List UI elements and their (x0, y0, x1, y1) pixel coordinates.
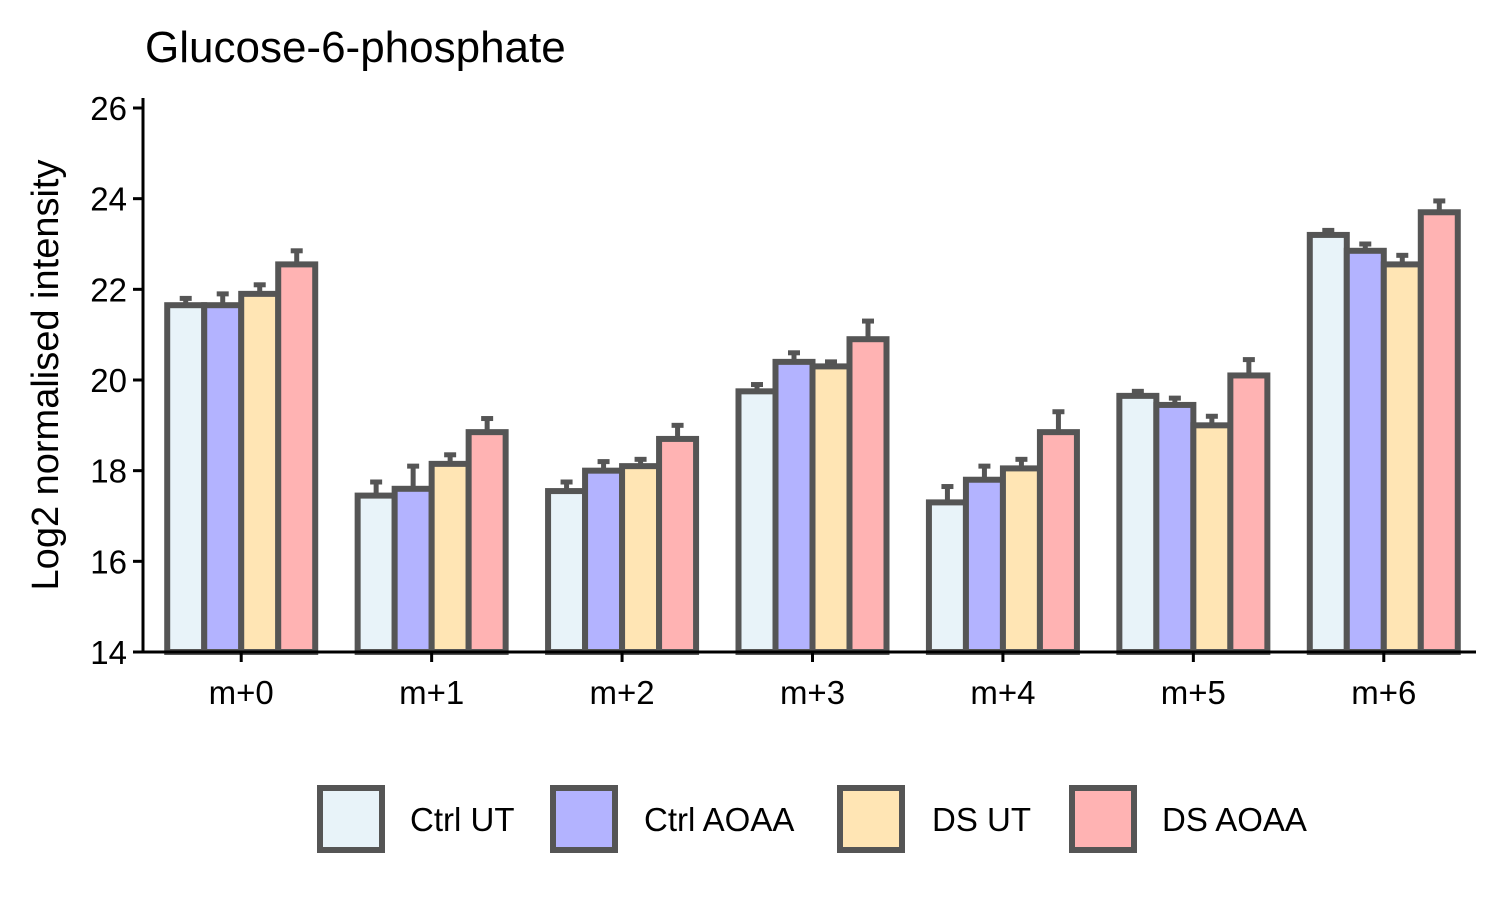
error-bar-m+1-ctrl-ut (370, 479, 383, 496)
x-tick-label: m+5 (1161, 674, 1226, 711)
bar-m+5-ctrl-ut (1116, 392, 1160, 655)
legend-label: DS AOAA (1162, 801, 1307, 838)
y-tick-label: 24 (90, 181, 127, 218)
bar-m+2-ctrl-aoaa (582, 467, 626, 655)
bar-m+1-ctrl-aoaa (391, 485, 435, 655)
bar-m+6-ctrl-ut (1306, 231, 1350, 656)
bar-m+1-ctrl-ut (354, 492, 398, 655)
legend: Ctrl UT Ctrl AOAA DS UT DS AOAA (317, 785, 1307, 853)
legend-label: Ctrl AOAA (644, 801, 794, 838)
error-bar-m+6-ds-aoaa (1433, 198, 1446, 213)
legend-item-ds-aoaa: DS AOAA (1069, 785, 1307, 853)
error-bar-m+0-ds-ut (253, 282, 266, 294)
legend-label: DS UT (932, 801, 1031, 838)
bar-m+6-ds-aoaa (1417, 209, 1461, 655)
error-bar-m+3-ds-aoaa (862, 318, 874, 340)
x-tick-label: m+6 (1351, 674, 1416, 711)
chart-title: Glucose-6-phosphate (145, 23, 566, 72)
error-bars-layer (179, 198, 1446, 503)
x-tick-label: m+1 (399, 674, 464, 711)
error-bar-m+0-ctrl-ut (179, 295, 192, 306)
error-bar-m+4-ds-ut (1015, 456, 1028, 469)
error-bar-m+6-ctrl-aoaa (1359, 241, 1372, 251)
error-bar-m+4-ctrl-aoaa (978, 463, 991, 480)
bar-m+3-ctrl-ut (735, 388, 779, 655)
bar-m+2-ds-aoaa (656, 435, 700, 655)
bar-m+3-ctrl-aoaa (772, 358, 816, 655)
bar-m+0-ds-aoaa (275, 261, 319, 655)
bar-m+1-ds-aoaa (465, 429, 509, 655)
bar-m+0-ctrl-ut (164, 302, 208, 655)
error-bar-m+5-ds-ut (1205, 413, 1218, 426)
error-bar-m+2-ctrl-ut (560, 479, 573, 492)
y-tick-label: 18 (90, 453, 127, 490)
y-axis-label: Log2 normalised intensity (25, 160, 67, 591)
error-bar-m+3-ds-ut (825, 359, 837, 367)
legend-item-ctrl-aoaa: Ctrl AOAA (550, 785, 794, 853)
error-bar-m+6-ctrl-ut (1322, 227, 1335, 235)
x-tick-label: m+3 (780, 674, 845, 711)
y-tick-label: 14 (90, 634, 127, 671)
bar-m+5-ds-aoaa (1227, 372, 1271, 655)
x-tick-label: m+2 (590, 674, 655, 711)
bar-m+1-ds-ut (428, 460, 472, 655)
legend-key (1069, 785, 1137, 853)
error-bar-m+2-ctrl-aoaa (597, 459, 610, 471)
error-bar-m+1-ds-ut (444, 452, 457, 464)
error-bar-m+5-ds-aoaa (1242, 357, 1255, 376)
bar-m+4-ds-aoaa (1036, 429, 1080, 655)
bar-m+5-ds-ut (1190, 422, 1234, 656)
error-bar-m+2-ds-ut (634, 456, 647, 467)
bar-m+2-ctrl-ut (545, 488, 589, 656)
bar-m+3-ds-ut (809, 363, 853, 655)
bar-m+3-ds-aoaa (846, 336, 890, 655)
legend-key (837, 785, 905, 853)
bars-layer (164, 209, 1461, 656)
x-tick-label: m+0 (209, 674, 274, 711)
error-bar-m+0-ds-aoaa (290, 248, 303, 265)
bar-m+4-ctrl-ut (925, 499, 969, 655)
error-bar-m+1-ctrl-aoaa (407, 463, 420, 489)
legend-label: Ctrl UT (410, 801, 514, 838)
bar-m+6-ctrl-aoaa (1343, 247, 1387, 656)
error-bar-m+6-ds-ut (1396, 252, 1409, 265)
y-tick-label: 20 (90, 362, 127, 399)
y-tick-label: 22 (90, 271, 127, 308)
y-tick-label: 16 (90, 543, 127, 580)
bar-m+5-ctrl-aoaa (1153, 401, 1197, 655)
error-bar-m+4-ctrl-ut (941, 484, 954, 503)
bar-m+2-ds-ut (619, 463, 663, 655)
error-bar-m+0-ctrl-aoaa (216, 291, 229, 306)
bar-m+6-ds-ut (1380, 261, 1424, 655)
error-bar-m+5-ctrl-ut (1131, 388, 1144, 396)
error-bar-m+1-ds-aoaa (481, 416, 494, 433)
bar-m+0-ds-ut (238, 290, 282, 655)
error-bar-m+2-ds-aoaa (671, 422, 684, 439)
error-bar-m+5-ctrl-aoaa (1168, 395, 1181, 405)
legend-item-ctrl-ut: Ctrl UT (317, 785, 514, 853)
y-tick-label: 26 (90, 90, 127, 127)
bar-m+4-ctrl-aoaa (962, 476, 1006, 655)
x-tick-label: m+4 (970, 674, 1035, 711)
legend-key (550, 785, 618, 853)
legend-key (317, 785, 385, 853)
bar-m+4-ds-ut (999, 465, 1043, 655)
error-bar-m+3-ctrl-aoaa (788, 350, 800, 362)
error-bar-m+4-ds-aoaa (1052, 409, 1065, 433)
bar-m+0-ctrl-aoaa (201, 302, 245, 655)
axes-layer: m+0 m+1 m+2 m+3 m+4 m+5 m+6 14 16 18 20 22 24 26 (90, 90, 1476, 711)
error-bar-m+3-ctrl-ut (751, 382, 763, 392)
legend-item-ds-ut: DS UT (837, 785, 1031, 853)
